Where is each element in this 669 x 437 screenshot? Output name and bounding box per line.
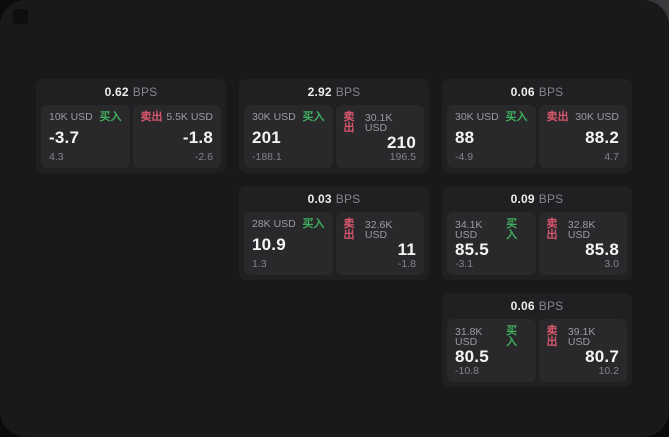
bps-header: 0.03 BPS <box>239 186 429 212</box>
buy-panel[interactable]: 31.8K USD 买入 80.5 -10.8 <box>447 319 536 382</box>
buy-amount: 31.8K USD <box>455 325 483 348</box>
buy-amount: 34.1K USD <box>455 218 483 241</box>
buy-side-label: 买入 <box>505 111 528 123</box>
buy-delta: -10.8 <box>455 364 479 377</box>
sell-panel[interactable]: 卖出 30.1K USD 210 196.5 <box>335 105 424 168</box>
buy-panel[interactable]: 30K USD 买入 88 -4.9 <box>447 105 536 168</box>
bps-unit-label: BPS <box>538 85 564 99</box>
buy-side-label: 买入 <box>302 218 325 230</box>
bps-value: 2.92 <box>307 85 332 99</box>
buy-amount: 10K USD <box>49 111 93 124</box>
bps-unit-label: BPS <box>335 85 361 99</box>
sell-side-label: 卖出 <box>343 218 355 241</box>
bps-value: 0.62 <box>104 85 129 99</box>
bps-value: 0.03 <box>307 192 332 206</box>
sell-delta: 4.7 <box>604 150 619 163</box>
sell-panel[interactable]: 卖出 5.5K USD -1.8 -2.6 <box>132 105 221 168</box>
sell-amount: 5.5K USD <box>166 111 213 124</box>
quote-card: 2.92 BPS 30K USD 买入 201 -188.1 卖出 30.1K … <box>239 79 429 173</box>
buy-panel[interactable]: 34.1K USD 买入 85.5 -3.1 <box>447 212 536 275</box>
sell-side-label: 卖出 <box>546 111 569 123</box>
buy-delta: 1.3 <box>252 257 267 270</box>
bps-header: 0.62 BPS <box>36 79 226 105</box>
sell-side-label: 卖出 <box>546 325 558 348</box>
buy-delta: -3.1 <box>455 257 474 270</box>
buy-amount: 28K USD <box>252 218 296 231</box>
sell-price: 88.2 <box>585 127 619 147</box>
sell-delta: 3.0 <box>604 257 619 270</box>
buy-side-label: 买入 <box>506 325 518 348</box>
bps-value: 0.06 <box>510 85 535 99</box>
buy-delta: -188.1 <box>252 150 282 163</box>
buy-price: 88 <box>455 127 475 147</box>
sell-delta: -2.6 <box>194 150 213 163</box>
sell-side-label: 卖出 <box>140 111 163 123</box>
buy-price: 10.9 <box>252 234 286 254</box>
quote-card: 0.06 BPS 31.8K USD 买入 80.5 -10.8 卖出 39.1… <box>442 293 632 387</box>
sell-amount: 39.1K USD <box>567 325 596 348</box>
app-logo-icon <box>13 9 28 24</box>
sell-side-label: 卖出 <box>546 218 558 241</box>
sell-delta: 10.2 <box>598 364 619 377</box>
sell-panel[interactable]: 卖出 30K USD 88.2 4.7 <box>538 105 627 168</box>
buy-side-label: 买入 <box>99 111 122 123</box>
bps-unit-label: BPS <box>538 299 564 313</box>
buy-panel[interactable]: 28K USD 买入 10.9 1.3 <box>244 212 333 275</box>
bps-value: 0.09 <box>510 192 535 206</box>
sell-price: 11 <box>397 240 416 260</box>
buy-panel[interactable]: 30K USD 买入 201 -188.1 <box>244 105 333 168</box>
sell-amount: 32.6K USD <box>364 218 393 241</box>
quote-card: 0.03 BPS 28K USD 买入 10.9 1.3 卖出 32.6K US… <box>239 186 429 280</box>
sell-price: -1.8 <box>182 127 213 147</box>
buy-side-label: 买入 <box>302 111 325 123</box>
buy-price: 85.5 <box>455 240 489 260</box>
bps-unit-label: BPS <box>335 192 361 206</box>
bps-value: 0.06 <box>510 299 535 313</box>
sell-delta: 196.5 <box>389 150 416 163</box>
quote-card: 0.09 BPS 34.1K USD 买入 85.5 -3.1 卖出 32.8K… <box>442 186 632 280</box>
buy-side-label: 买入 <box>506 218 518 241</box>
buy-amount: 30K USD <box>455 111 499 124</box>
sell-price: 85.8 <box>585 240 619 260</box>
sell-amount: 30.1K USD <box>364 111 393 134</box>
sell-price: 80.7 <box>585 347 619 367</box>
buy-amount: 30K USD <box>252 111 296 124</box>
sell-panel[interactable]: 卖出 32.8K USD 85.8 3.0 <box>538 212 627 275</box>
sell-panel[interactable]: 卖出 39.1K USD 80.7 10.2 <box>538 319 627 382</box>
buy-delta: 4.3 <box>49 150 64 163</box>
bps-header: 0.09 BPS <box>442 186 632 212</box>
bps-header: 2.92 BPS <box>239 79 429 105</box>
buy-price: -3.7 <box>49 127 80 147</box>
quote-card: 0.62 BPS 10K USD 买入 -3.7 4.3 卖出 5.5K USD <box>36 79 226 173</box>
bps-unit-label: BPS <box>538 192 564 206</box>
sell-amount: 32.8K USD <box>567 218 596 241</box>
quote-card: 0.06 BPS 30K USD 买入 88 -4.9 卖出 30K USD <box>442 79 632 173</box>
buy-panel[interactable]: 10K USD 买入 -3.7 4.3 <box>41 105 130 168</box>
sell-price: 210 <box>387 133 416 153</box>
bps-header: 0.06 BPS <box>442 79 632 105</box>
buy-delta: -4.9 <box>455 150 474 163</box>
quote-grid: 0.62 BPS 10K USD 买入 -3.7 4.3 卖出 5.5K USD <box>36 79 632 387</box>
buy-price: 80.5 <box>455 347 489 367</box>
sell-panel[interactable]: 卖出 32.6K USD 11 -1.8 <box>335 212 424 275</box>
sell-amount: 30K USD <box>575 111 619 124</box>
sell-delta: -1.8 <box>397 257 416 270</box>
bps-unit-label: BPS <box>132 85 158 99</box>
sell-side-label: 卖出 <box>343 111 355 134</box>
bps-header: 0.06 BPS <box>442 293 632 319</box>
buy-price: 201 <box>252 127 281 147</box>
